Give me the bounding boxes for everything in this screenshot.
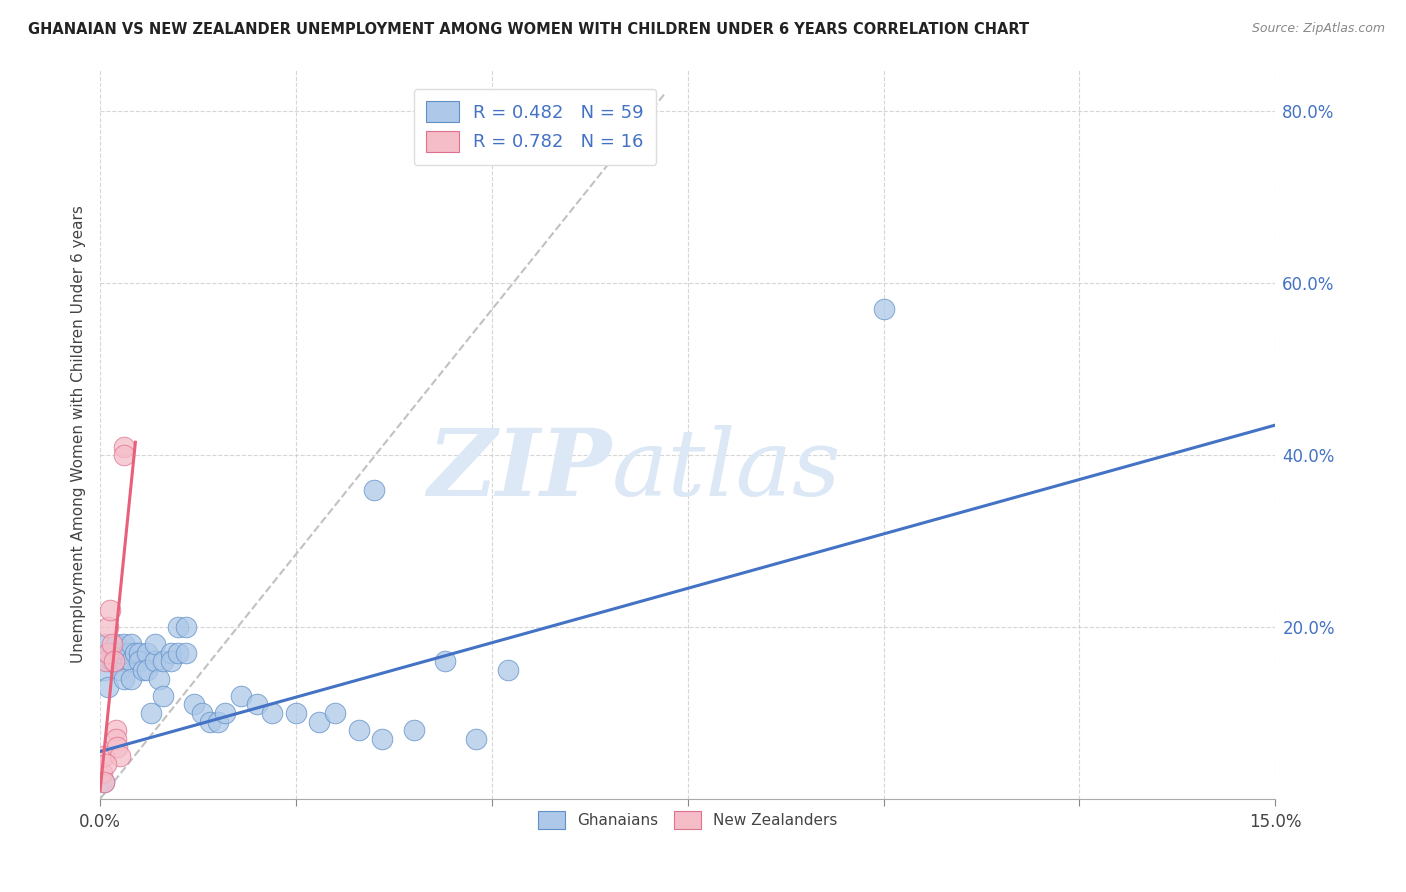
Point	[97, 646, 120, 660]
Point	[207, 714, 229, 729]
Text: atlas: atlas	[612, 425, 841, 516]
Point	[308, 714, 330, 729]
Point	[104, 646, 127, 660]
Point	[136, 646, 159, 660]
Point	[159, 654, 181, 668]
Text: Source: ZipAtlas.com: Source: ZipAtlas.com	[1251, 22, 1385, 36]
Point	[97, 620, 120, 634]
Point	[112, 672, 135, 686]
Point	[152, 654, 174, 668]
Point	[371, 731, 394, 746]
Point	[167, 620, 190, 634]
Point	[112, 654, 135, 668]
Point	[103, 654, 125, 668]
Point	[117, 646, 139, 660]
Point	[128, 654, 150, 668]
Point	[101, 637, 124, 651]
Point	[132, 663, 155, 677]
Point	[101, 646, 124, 660]
Point	[465, 731, 488, 746]
Point	[139, 706, 162, 720]
Point	[152, 689, 174, 703]
Point	[103, 654, 125, 668]
Point	[323, 706, 346, 720]
Point	[433, 654, 456, 668]
Point	[97, 646, 120, 660]
Point	[93, 774, 115, 789]
Point	[872, 302, 894, 317]
Point	[121, 654, 143, 668]
Text: GHANAIAN VS NEW ZEALANDER UNEMPLOYMENT AMONG WOMEN WITH CHILDREN UNDER 6 YEARS C: GHANAIAN VS NEW ZEALANDER UNEMPLOYMENT A…	[28, 22, 1029, 37]
Point	[104, 723, 127, 737]
Point	[148, 672, 170, 686]
Point	[93, 748, 115, 763]
Point	[231, 689, 253, 703]
Point	[246, 698, 269, 712]
Point	[496, 663, 519, 677]
Point	[93, 774, 115, 789]
Point	[104, 637, 127, 651]
Point	[101, 654, 124, 668]
Point	[198, 714, 221, 729]
Point	[98, 603, 121, 617]
Point	[136, 663, 159, 677]
Point	[214, 706, 236, 720]
Point	[176, 646, 198, 660]
Point	[143, 654, 166, 668]
Point	[108, 748, 131, 763]
Point	[124, 646, 146, 660]
Point	[121, 672, 143, 686]
Point	[183, 698, 205, 712]
Point	[402, 723, 425, 737]
Point	[191, 706, 214, 720]
Point	[104, 731, 127, 746]
Point	[96, 637, 118, 651]
Point	[93, 663, 115, 677]
Legend: Ghanaians, New Zealanders: Ghanaians, New Zealanders	[531, 805, 844, 835]
Point	[108, 646, 131, 660]
Point	[112, 448, 135, 462]
Point	[363, 483, 385, 497]
Point	[121, 637, 143, 651]
Point	[91, 766, 114, 780]
Text: ZIP: ZIP	[427, 425, 612, 516]
Point	[128, 646, 150, 660]
Y-axis label: Unemployment Among Women with Children Under 6 years: Unemployment Among Women with Children U…	[72, 205, 86, 663]
Point	[159, 646, 181, 660]
Point	[96, 654, 118, 668]
Point	[285, 706, 308, 720]
Point	[96, 757, 118, 772]
Point	[108, 663, 131, 677]
Point	[143, 637, 166, 651]
Point	[105, 740, 128, 755]
Point	[112, 637, 135, 651]
Point	[262, 706, 284, 720]
Point	[97, 654, 120, 668]
Point	[176, 620, 198, 634]
Point	[112, 440, 135, 454]
Point	[104, 646, 127, 660]
Point	[167, 646, 190, 660]
Point	[97, 680, 120, 694]
Point	[347, 723, 370, 737]
